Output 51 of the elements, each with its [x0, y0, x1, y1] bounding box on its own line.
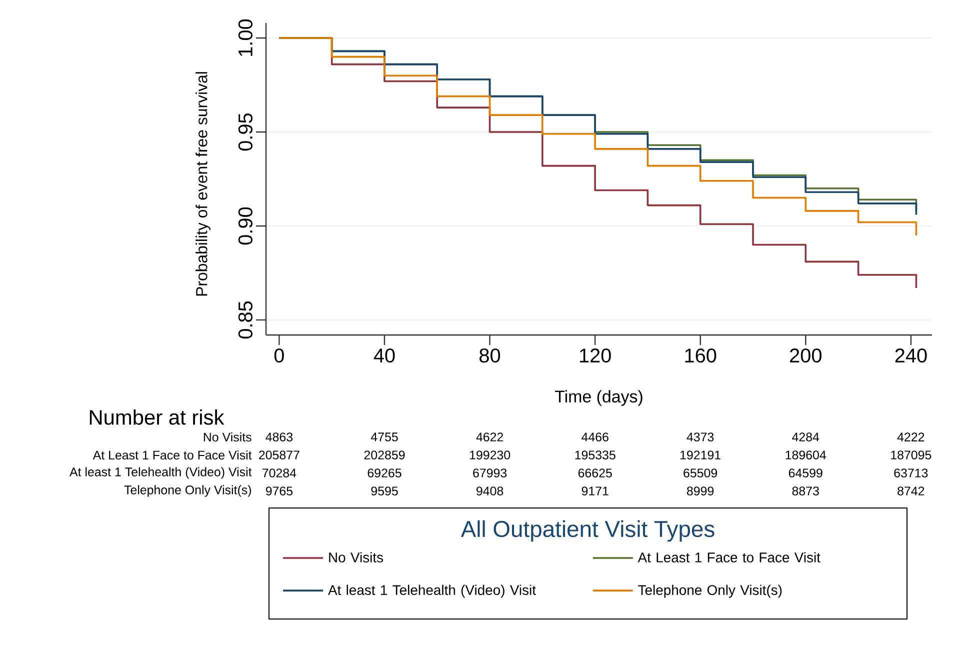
text: At Least 1 Face to Face Visit: [92, 450, 252, 460]
legend-label: At Least 1 Face to Face Visit: [638, 552, 820, 562]
x-tick-label: 120: [580, 348, 611, 363]
text: 4622: [476, 432, 504, 442]
text: 199230: [470, 450, 510, 460]
text: 65509: [684, 468, 718, 478]
text: 4466: [582, 432, 608, 442]
x-tick-label: 160: [685, 348, 716, 363]
x-tick-label: 240: [895, 348, 927, 363]
text: 192191: [680, 450, 720, 460]
text: 187095: [891, 450, 932, 460]
text: 9408: [476, 486, 504, 496]
text: 63713: [894, 468, 928, 478]
text: 4284: [792, 432, 820, 442]
text: 8873: [792, 486, 819, 496]
text: 202859: [364, 450, 405, 460]
text: 9765: [266, 486, 293, 496]
text: 4222: [897, 432, 924, 442]
legend-label: Telephone Only Visit(s): [638, 584, 782, 598]
x-tick-label: 80: [480, 348, 500, 363]
text: 189604: [786, 450, 826, 460]
text: 70284: [262, 468, 296, 478]
text: 64599: [788, 468, 822, 478]
text: 9595: [371, 486, 398, 496]
y-axis-title: Probability of event free survival: [196, 72, 210, 296]
legend-label: At least 1 Telehealth (Video) Visit: [328, 584, 536, 598]
x-axis-title: Time (days): [554, 390, 642, 406]
text: Number at risk: [90, 409, 224, 425]
text: 8999: [687, 486, 714, 496]
text: At least 1 Telehealth (Video) Visit: [70, 467, 252, 479]
x-tick-label: 200: [790, 348, 822, 363]
text: 69265: [368, 468, 402, 478]
y-tick-label: 0.85: [238, 301, 252, 339]
x-tick-label: 0: [274, 348, 284, 363]
y-tick-label: 0.90: [238, 207, 252, 245]
text: No Visits: [204, 432, 252, 442]
text: 4373: [686, 432, 714, 442]
y-tick-label: 0.95: [238, 113, 252, 151]
text: 66625: [578, 468, 612, 478]
x-tick-label: 40: [374, 348, 395, 363]
text: 4863: [266, 432, 292, 442]
text: 4755: [370, 432, 398, 442]
legend-label: No Visits: [329, 552, 384, 562]
text: 9171: [582, 486, 608, 496]
text: Telephone Only Visit(s): [124, 485, 252, 497]
y-tick-label: 1.00: [238, 19, 252, 56]
legend-title: All Outpatient Visit Types: [460, 520, 714, 542]
text: 195335: [575, 450, 616, 460]
text: 205877: [259, 450, 300, 460]
text: 8742: [898, 486, 924, 496]
text: 67993: [473, 468, 507, 478]
